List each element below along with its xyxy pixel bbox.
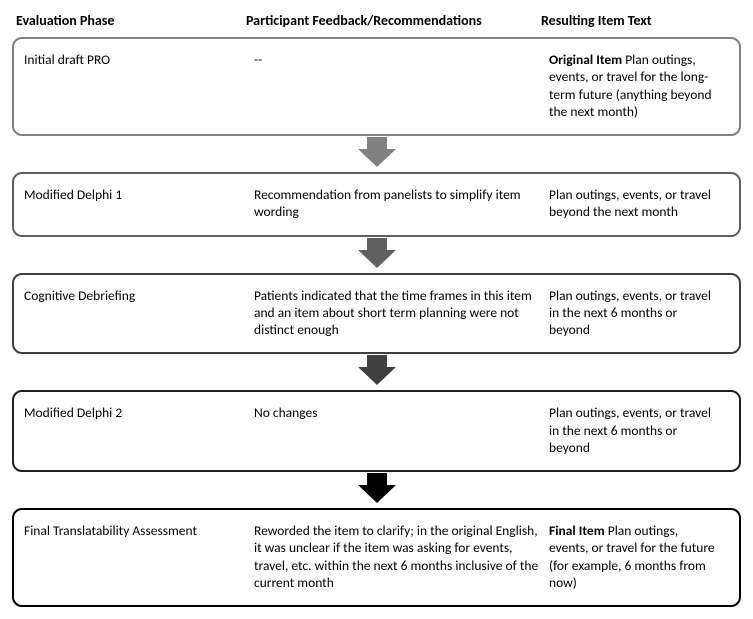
header-feedback: Participant Feedback/Recommendations	[246, 12, 541, 29]
phase-box: Initial draft PRO--Original Item Plan ou…	[12, 37, 741, 136]
phase-label: Modified Delphi 1	[24, 186, 254, 221]
phase-result: Plan outings, events, or travel beyond t…	[549, 186, 729, 221]
result-prefix: Original Item	[549, 51, 622, 68]
evaluation-flow: Initial draft PRO--Original Item Plan ou…	[12, 37, 741, 607]
phase-label: Cognitive Debriefing	[24, 287, 254, 339]
result-text: Plan outings, events, or travel beyond t…	[549, 186, 711, 220]
flow-arrow	[12, 239, 741, 269]
phase-box: Final Translatability AssessmentReworded…	[12, 508, 741, 607]
column-headers: Evaluation Phase Participant Feedback/Re…	[12, 12, 741, 37]
flow-arrow	[12, 474, 741, 504]
result-prefix: Final Item	[549, 522, 605, 539]
result-text: Plan outings, events, or travel in the n…	[549, 404, 711, 456]
header-phase: Evaluation Phase	[16, 12, 246, 29]
phase-result: Plan outings, events, or travel in the n…	[549, 287, 729, 339]
header-result: Resulting Item Text	[541, 12, 737, 29]
phase-feedback: Reworded the item to clarify; in the ori…	[254, 522, 549, 591]
phase-box: Modified Delphi 2No changesPlan outings,…	[12, 390, 741, 472]
phase-box: Modified Delphi 1Recommendation from pan…	[12, 172, 741, 237]
phase-feedback: Recommendation from panelists to simplif…	[254, 186, 549, 221]
phase-result: Final Item Plan outings, events, or trav…	[549, 522, 729, 591]
result-text: Plan outings, events, or travel in the n…	[549, 287, 711, 339]
phase-result: Original Item Plan outings, events, or t…	[549, 51, 729, 120]
phase-box: Cognitive DebriefingPatients indicated t…	[12, 273, 741, 355]
phase-label: Modified Delphi 2	[24, 404, 254, 456]
phase-result: Plan outings, events, or travel in the n…	[549, 404, 729, 456]
phase-feedback: --	[254, 51, 549, 120]
phase-label: Final Translatability Assessment	[24, 522, 254, 591]
phase-label: Initial draft PRO	[24, 51, 254, 120]
flow-arrow	[12, 356, 741, 386]
phase-feedback: Patients indicated that the time frames …	[254, 287, 549, 339]
phase-feedback: No changes	[254, 404, 549, 456]
flow-arrow	[12, 138, 741, 168]
